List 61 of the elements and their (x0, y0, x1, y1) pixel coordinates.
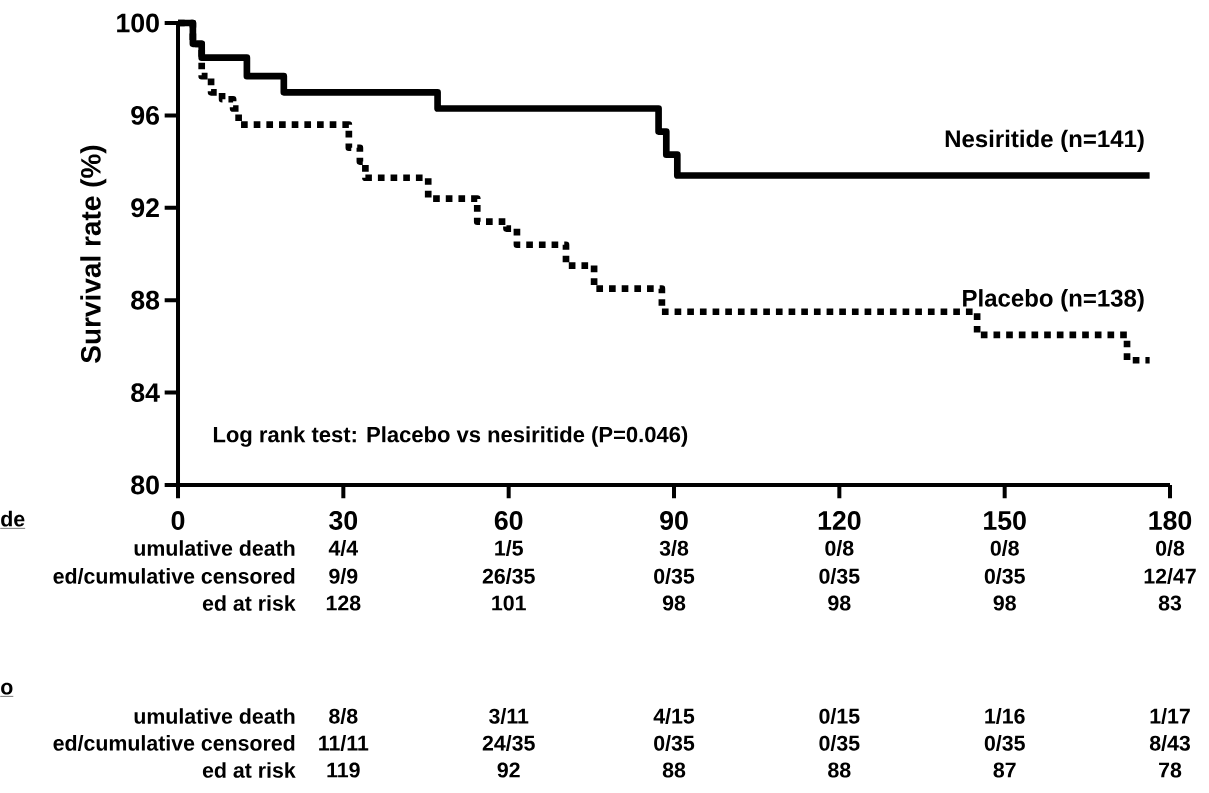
x-tick-label: 90 (660, 511, 688, 530)
x-tick-label: 60 (494, 511, 523, 530)
text: 3/8 (659, 540, 689, 556)
text: o (1, 682, 13, 695)
y-tick-label: 100 (117, 13, 159, 33)
text: 8/8 (329, 708, 358, 724)
text: 83 (1158, 595, 1182, 611)
text: ed at risk (202, 762, 296, 778)
text: 4/4 (328, 540, 359, 556)
text: 0/35 (984, 568, 1025, 584)
text: umulative death (134, 540, 295, 556)
text: 88 (662, 762, 686, 778)
text: 0/35 (654, 735, 695, 751)
series-label: Nesiritide (n=141) (945, 129, 1144, 153)
x-tick-label: 0 (171, 511, 185, 530)
text: 0/8 (990, 540, 1019, 556)
text: 0/35 (984, 735, 1025, 751)
y-tick-label: 88 (131, 290, 160, 310)
text: 12/47 (1144, 568, 1196, 584)
y-tick-label: 84 (131, 383, 160, 403)
text: ed/cumulative censored (53, 735, 295, 751)
text: 1/5 (495, 540, 523, 556)
text: 8/43 (1149, 735, 1190, 751)
text: 0/15 (819, 708, 860, 724)
text: ed at risk (202, 595, 296, 611)
text: de (1, 510, 25, 527)
x-tick-label: 180 (1149, 511, 1192, 530)
text: 92 (497, 762, 520, 778)
text: 88 (828, 762, 851, 778)
text: 87 (993, 762, 1016, 778)
text: 1/16 (985, 708, 1025, 724)
y-axis-title: Survival rate (%) (80, 145, 107, 363)
text: 0/8 (825, 540, 854, 556)
text: 98 (662, 595, 686, 611)
text: 128 (326, 595, 361, 611)
text: 0/35 (819, 735, 860, 751)
text: 0/35 (819, 568, 860, 584)
text: 1/17 (1150, 708, 1190, 724)
text: 4/15 (653, 708, 695, 724)
y-tick-label: 80 (131, 475, 159, 495)
text: 0/8 (1156, 540, 1185, 556)
text: 101 (492, 595, 526, 611)
text: 119 (327, 762, 360, 778)
x-tick-label: 150 (984, 511, 1026, 530)
y-tick-label: 96 (131, 105, 159, 125)
text: umulative death (134, 708, 295, 724)
series-label: Placebo (n=138) (963, 289, 1144, 312)
text: 98 (828, 595, 851, 611)
text: 98 (993, 595, 1016, 611)
text: 0/35 (654, 568, 695, 584)
annotation: Log rank test: Placebo vs nesiritide (P=0.046) (213, 426, 688, 447)
text: 78 (1159, 762, 1182, 778)
text: 24/35 (482, 735, 535, 751)
x-tick-label: 120 (818, 511, 861, 530)
text: 3/11 (489, 708, 529, 724)
text: 9/9 (329, 568, 358, 584)
text: 11/11 (319, 735, 369, 751)
text: 26/35 (482, 568, 535, 584)
text: ed/cumulative censored (53, 568, 295, 584)
y-tick-label: 92 (131, 198, 159, 218)
x-tick-label: 30 (329, 511, 358, 530)
